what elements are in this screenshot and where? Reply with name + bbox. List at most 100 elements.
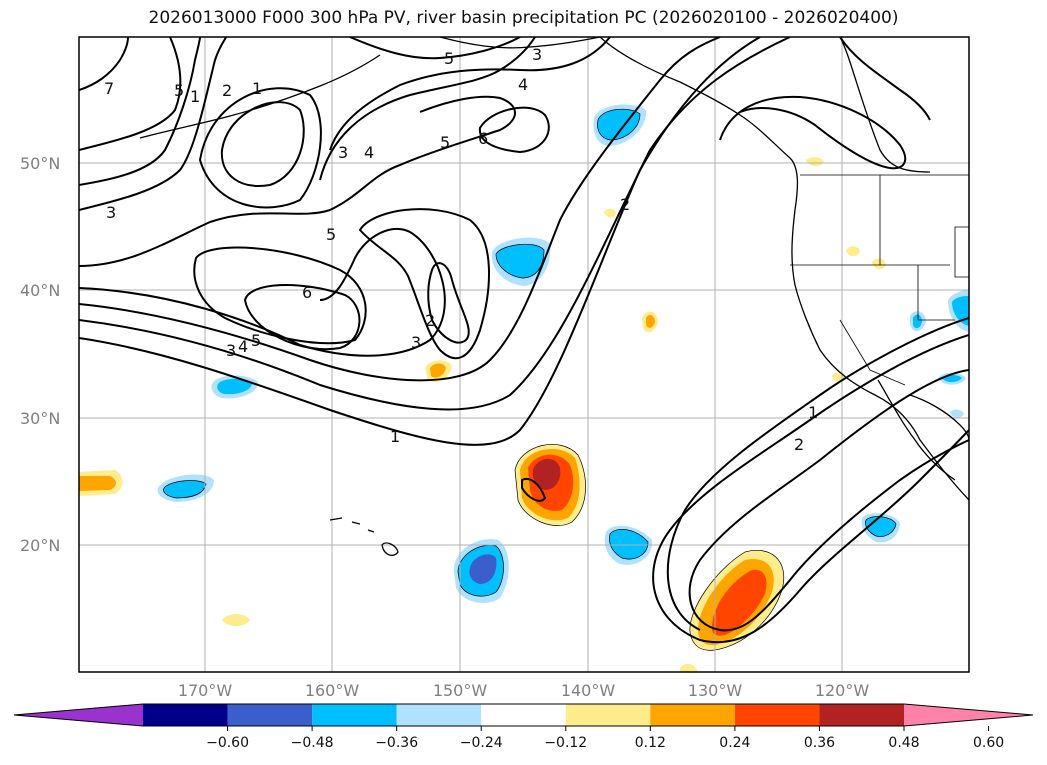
colorbar-swatch xyxy=(396,704,482,726)
coast-baja xyxy=(877,379,956,481)
contour-label: 2 xyxy=(222,81,232,100)
contour-label: 4 xyxy=(364,143,374,162)
colorbar-tick-label: 0.60 xyxy=(973,735,1004,751)
colorbar-tick-label: 0.24 xyxy=(719,735,750,751)
colorbar-tick-label: 0.48 xyxy=(888,735,919,751)
pv-contour-east-2 xyxy=(688,369,969,632)
precip-blob-negative xyxy=(609,529,648,560)
lon-label: 150°W xyxy=(433,681,488,700)
precip-blob-negative xyxy=(597,109,640,140)
colorbar-swatch xyxy=(734,704,820,726)
lat-label: 30°N xyxy=(20,409,60,428)
latitude-labels: 50°N 40°N 30°N 20°N xyxy=(20,154,60,555)
precip-blob-positive xyxy=(646,314,655,328)
longitude-labels: 170°W 160°W 150°W 140°W 130°W 120°W xyxy=(178,681,870,700)
precip-blob-positive xyxy=(532,458,561,490)
pv-contour-loop xyxy=(193,246,367,345)
lat-label: 40°N xyxy=(20,281,60,300)
coastline xyxy=(139,37,969,556)
contour-label: 1 xyxy=(252,79,262,98)
contour-label: 5 xyxy=(251,331,261,350)
contour-label: 6 xyxy=(478,129,488,148)
colorbar-tick-label: −0.36 xyxy=(375,735,418,751)
contour-label: 3 xyxy=(411,333,421,352)
map-border xyxy=(78,36,970,673)
contour-label: 3 xyxy=(226,341,236,360)
pv-contour-north xyxy=(79,37,182,151)
precip-blob-negative xyxy=(163,480,206,498)
precip-blob-positive xyxy=(712,569,767,636)
pv-contour-2 xyxy=(79,37,791,411)
precip-blob-positive xyxy=(846,246,860,257)
contour-label: 3 xyxy=(532,45,542,64)
contour-label: 5 xyxy=(174,81,184,100)
pv-contour-east-2 xyxy=(666,317,969,631)
colorbar-swatch xyxy=(481,704,566,726)
coast-ne xyxy=(839,37,931,173)
pv-contour-north xyxy=(329,37,611,151)
contour-label: 1 xyxy=(808,403,818,422)
colorbar-tick-label: 0.36 xyxy=(804,735,835,751)
contour-label: 1 xyxy=(390,427,400,446)
colorbar-tick-label: −0.24 xyxy=(460,735,503,751)
pv-contour-north xyxy=(349,37,521,60)
colorbar-swatch xyxy=(650,704,735,726)
pv-contour-north xyxy=(319,37,536,181)
pv-contour-ne xyxy=(839,37,931,121)
contour-label: 7 xyxy=(104,79,114,98)
precip-blob-positive xyxy=(222,614,250,626)
pv-contour-loop xyxy=(358,208,490,360)
lon-label: 160°W xyxy=(305,681,360,700)
pv-contour-north xyxy=(79,37,129,91)
contour-label: 4 xyxy=(238,337,248,356)
precip-blob-positive xyxy=(872,258,886,270)
colorbar-swatch xyxy=(312,704,397,726)
colorbar: −0.60 −0.48 −0.36 −0.24 −0.12 0.12 0.24 0.36 0.4… xyxy=(13,703,1034,751)
colorbar-tick-label: −0.48 xyxy=(291,735,334,751)
contour-label: 2 xyxy=(794,435,804,454)
map-title: 2026013000 F000 300 hPa PV, river basin … xyxy=(148,8,899,28)
pv-contour-loop xyxy=(478,106,550,154)
contour-label: 3 xyxy=(106,203,116,222)
borders xyxy=(790,174,969,386)
precip-blob-positive xyxy=(430,363,446,378)
pv-contour-4 xyxy=(79,227,446,357)
pv-contour-loop xyxy=(427,262,470,344)
coast-hawaii xyxy=(329,517,399,556)
pv-contour-north xyxy=(79,37,201,186)
lon-label: 130°W xyxy=(688,681,743,700)
coast-aleutians xyxy=(139,54,381,139)
lat-label: 20°N xyxy=(20,536,60,555)
coast-alaska xyxy=(439,37,601,49)
lon-label: 120°W xyxy=(815,681,870,700)
coast-mexico xyxy=(909,394,969,441)
contour-label: 5 xyxy=(326,225,336,244)
colorbar-extend-max xyxy=(904,704,1033,726)
precip-blob-negative xyxy=(496,244,544,278)
precip-blob-positive xyxy=(806,157,824,167)
colorbar-tick-label: −0.60 xyxy=(206,735,249,751)
contour-label: 5 xyxy=(440,133,450,152)
precip-blob-positive xyxy=(604,208,616,218)
pv-contour-small xyxy=(521,478,547,502)
colorbar-swatch xyxy=(227,704,313,726)
lat-label: 50°N xyxy=(20,154,60,173)
contour-label: 2 xyxy=(620,195,630,214)
contour-label: 2 xyxy=(425,311,435,330)
colorbar-outline xyxy=(13,703,1034,727)
contour-label: 1 xyxy=(190,87,200,106)
pv-contour-north xyxy=(198,87,322,209)
contour-label: 6 xyxy=(302,283,312,302)
lon-label: 140°W xyxy=(561,681,616,700)
precip-blob-positive xyxy=(680,663,698,672)
precip-blob-negative xyxy=(950,409,964,418)
precip-blob-negative xyxy=(469,554,497,584)
colorbar-tick-label: 0.12 xyxy=(635,735,666,751)
map-area xyxy=(79,37,969,672)
pv-contour-east-1 xyxy=(652,334,969,644)
contour-label: 3 xyxy=(338,143,348,162)
pv-contour-ne xyxy=(719,95,907,170)
colorbar-extend-min xyxy=(14,704,143,726)
colorbar-swatch xyxy=(143,704,228,726)
